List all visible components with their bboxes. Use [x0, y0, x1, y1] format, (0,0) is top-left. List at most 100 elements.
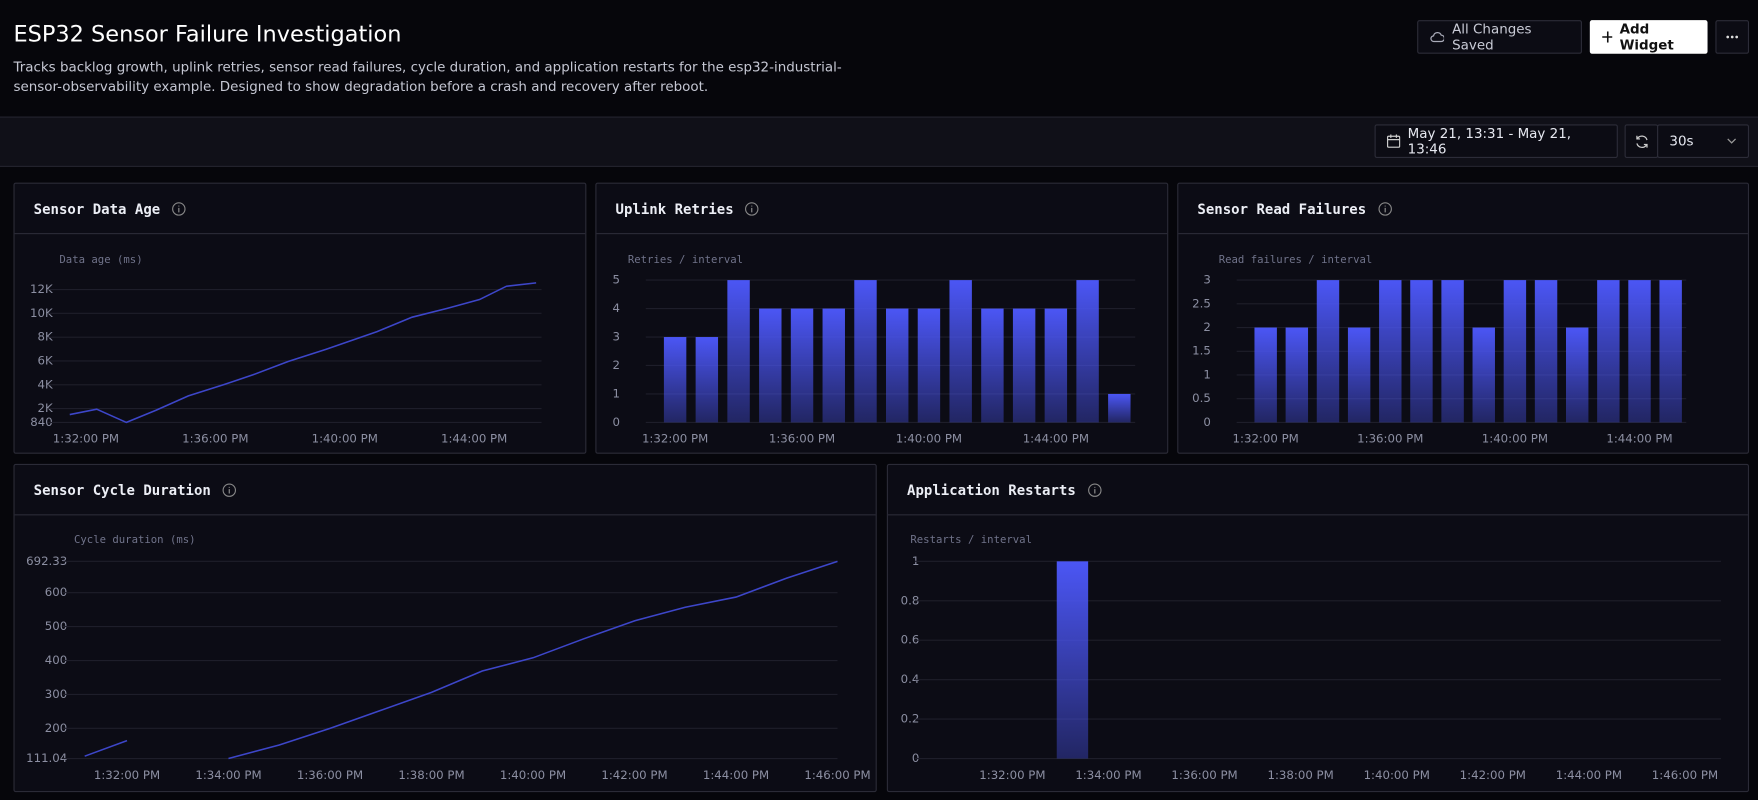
bar [1379, 280, 1402, 423]
bar [1659, 280, 1682, 423]
y-tick-label: 0 [1203, 415, 1210, 429]
axis-label: Read failures / interval [1219, 253, 1373, 266]
bar [1441, 280, 1464, 423]
save-status[interactable]: All Changes Saved [1417, 20, 1582, 54]
y-tick-label: 840 [30, 415, 52, 429]
x-tick-label: 1:36:00 PM [769, 432, 835, 446]
x-tick-label: 1:32:00 PM [979, 768, 1045, 782]
bar [949, 280, 972, 423]
bar [790, 308, 814, 423]
y-tick-label: 5 [613, 273, 620, 287]
panel-title: Sensor Data Age [33, 200, 161, 217]
x-tick-label: 1:36:00 PM [297, 768, 363, 782]
bar [917, 308, 941, 423]
bar [663, 337, 687, 423]
y-tick-label: 8K [38, 330, 53, 344]
x-tick-label: 1:34:00 PM [1075, 768, 1141, 782]
y-tick-label: 2 [613, 358, 620, 372]
x-tick-label: 1:38:00 PM [398, 768, 464, 782]
line [69, 282, 537, 424]
axis-label: Retries / interval [628, 253, 743, 266]
y-tick-label: 3 [1203, 273, 1210, 287]
y-tick-label: 692.33 [26, 554, 67, 568]
chevron-icon [1727, 138, 1737, 144]
y-tick-label: 6K [38, 353, 53, 367]
x-tick-label: 1:36:00 PM [1171, 768, 1237, 782]
date-range-picker[interactable]: May 21, 13:31 - May 21, 13:46 [1374, 124, 1618, 158]
bar [1108, 393, 1131, 423]
y-tick-label: 111.04 [26, 751, 67, 765]
cloud-icon [1430, 31, 1445, 43]
bar [1044, 308, 1068, 423]
bar [1316, 280, 1340, 423]
y-tick-label: 1.5 [1192, 344, 1211, 358]
add-widget-text: Add Widget [1619, 21, 1674, 53]
y-tick-label: 4 [613, 301, 620, 315]
bar [822, 308, 845, 423]
bar [1347, 327, 1371, 423]
panel-title: Uplink Retries [615, 200, 734, 217]
bar [759, 308, 782, 423]
panel-title: Application Restarts [907, 481, 1076, 499]
y-tick-label: 10K [30, 306, 53, 320]
bar [1597, 280, 1620, 423]
bar [695, 337, 719, 423]
y-tick-label: 500 [45, 619, 67, 633]
y-tick-label: 0.2 [901, 712, 920, 726]
refresh-interval-select[interactable]: 30s [1657, 124, 1750, 158]
x-tick-label: 1:40:00 PM [896, 432, 962, 446]
y-tick-label: 4K [38, 377, 53, 391]
date-range-text: May 21, 13:31 - May 21, 13:46 [1407, 125, 1572, 157]
more-button[interactable] [1715, 20, 1750, 54]
bar [1410, 280, 1433, 423]
x-tick-label: 1:44:00 PM [1023, 432, 1089, 446]
dashboard-title: ESP32 Sensor Failure Investigation [13, 20, 402, 48]
bar [1534, 280, 1558, 423]
info-icon [1377, 201, 1392, 216]
x-tick-label: 1:44:00 PM [1556, 768, 1622, 782]
save-status-text: All Changes Saved [1452, 21, 1532, 53]
refresh-button[interactable] [1624, 124, 1659, 158]
panel-title: Sensor Read Failures [1197, 200, 1367, 217]
x-tick-label: 1:42:00 PM [601, 768, 667, 782]
y-tick-label: 2K [38, 401, 53, 415]
x-tick-label: 1:34:00 PM [195, 768, 261, 782]
x-tick-label: 1:32:00 PM [1233, 432, 1299, 446]
y-tick-label: 12K [30, 282, 53, 296]
bar [854, 280, 877, 423]
x-tick-label: 1:36:00 PM [1357, 432, 1423, 446]
y-tick-label: 200 [45, 721, 67, 735]
y-tick-label: 400 [45, 653, 67, 667]
info-icon [745, 201, 759, 216]
x-tick-label: 1:38:00 PM [1267, 768, 1333, 782]
bar [1076, 280, 1099, 423]
x-tick-label: 1:36:00 PM [182, 432, 248, 446]
y-tick-label: 0 [613, 415, 620, 429]
info-icon [222, 482, 237, 497]
bar [1565, 327, 1589, 423]
x-tick-label: 1:46:00 PM [1652, 768, 1718, 782]
y-tick-label: 600 [45, 585, 67, 599]
axis-label: Data age (ms) [59, 253, 142, 266]
bar [1472, 327, 1495, 423]
y-tick-label: 0.5 [1192, 391, 1211, 405]
bar [981, 308, 1004, 423]
y-tick-label: 1 [1203, 367, 1210, 381]
x-tick-label: 1:44:00 PM [703, 768, 769, 782]
add-widget-button[interactable]: Add Widget [1589, 20, 1708, 54]
x-tick-label: 1:32:00 PM [53, 432, 119, 446]
y-tick-label: 0.4 [901, 672, 920, 686]
line [84, 560, 838, 760]
bar [727, 280, 750, 423]
refresh-icon [1635, 134, 1648, 148]
plus-icon [1602, 31, 1612, 43]
x-tick-label: 1:44:00 PM [1606, 432, 1672, 446]
x-tick-label: 1:32:00 PM [94, 768, 160, 782]
x-tick-label: 1:44:00 PM [441, 432, 507, 446]
info-icon [1087, 482, 1102, 497]
x-tick-label: 1:46:00 PM [804, 768, 870, 782]
bar [1254, 327, 1277, 423]
ellipsis-icon [1726, 35, 1739, 39]
